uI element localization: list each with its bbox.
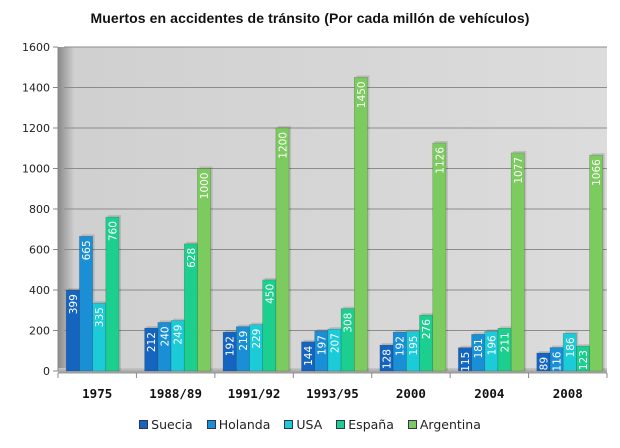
legend-label: USA xyxy=(296,417,323,432)
legend-swatch xyxy=(206,420,216,429)
bar-argentina xyxy=(589,154,604,372)
data-label: 116 xyxy=(552,351,564,371)
legend-item: USA xyxy=(284,417,322,432)
bar-holanda xyxy=(235,326,250,372)
x-tick-label: 1993/95 xyxy=(306,386,359,401)
legend-label: Suecia xyxy=(151,417,193,432)
bar-argentina xyxy=(353,77,368,372)
data-label: 192 xyxy=(225,336,237,356)
data-label: 229 xyxy=(251,329,263,349)
legend-item: Argentina xyxy=(407,417,481,432)
y-tick-label: 600 xyxy=(29,244,50,257)
data-label: 211 xyxy=(500,332,512,352)
data-label: 249 xyxy=(173,325,185,345)
chart-title: Muertos en accidentes de tránsito (Por c… xyxy=(90,10,530,26)
x-tick-label: 2000 xyxy=(396,386,426,401)
data-label: 219 xyxy=(238,331,250,351)
data-label: 207 xyxy=(330,333,342,353)
bar-españa xyxy=(105,216,120,372)
bar-argentina xyxy=(275,127,290,372)
legend-item: Suecia xyxy=(139,417,193,432)
y-tick-label: 1200 xyxy=(22,122,50,135)
y-tick-label: 200 xyxy=(29,325,50,338)
y-tick-label: 0 xyxy=(43,365,50,378)
data-label: 1066 xyxy=(591,159,603,186)
data-label: 628 xyxy=(186,248,198,268)
x-tick-label: 2008 xyxy=(553,386,583,401)
data-label: 123 xyxy=(578,350,590,370)
bar-holanda xyxy=(157,322,172,372)
y-tick-label: 400 xyxy=(29,284,50,297)
data-label: 186 xyxy=(565,337,577,357)
data-label: 308 xyxy=(343,313,355,333)
y-tick-label: 1000 xyxy=(22,163,50,176)
legend: Suecia Holanda USA España Argentina xyxy=(0,417,620,432)
data-label: 128 xyxy=(382,349,394,369)
legend-label: Holanda xyxy=(218,417,271,432)
data-label: 665 xyxy=(81,240,93,260)
data-label: 115 xyxy=(460,352,472,372)
legend-item: España xyxy=(336,417,394,432)
data-label: 1126 xyxy=(434,147,446,174)
x-tick-label: 1988/89 xyxy=(149,386,202,401)
legend-item: Holanda xyxy=(206,417,271,432)
y-tick-label: 1600 xyxy=(22,41,50,54)
legend-swatch xyxy=(284,420,294,429)
legend-label: Argentina xyxy=(419,417,481,432)
bar-holanda xyxy=(79,236,93,372)
data-label: 192 xyxy=(395,336,407,356)
data-label: 144 xyxy=(303,346,315,366)
data-label: 276 xyxy=(421,319,433,339)
y-tick-label: 1400 xyxy=(22,82,50,95)
data-label: 181 xyxy=(473,338,485,358)
data-label: 1450 xyxy=(356,81,368,108)
bar-argentina xyxy=(197,168,211,372)
data-label: 450 xyxy=(264,284,276,304)
data-label: 197 xyxy=(316,335,328,355)
data-label: 240 xyxy=(159,326,171,346)
bar-argentina xyxy=(510,152,525,372)
legend-swatch xyxy=(407,420,417,429)
data-label: 195 xyxy=(408,336,420,356)
x-tick-label: 2004 xyxy=(474,386,504,401)
legend-swatch xyxy=(139,420,149,429)
data-label: 89 xyxy=(538,357,550,370)
y-tick-label: 800 xyxy=(29,203,50,216)
data-label: 1000 xyxy=(199,173,211,200)
data-label: 760 xyxy=(107,221,119,241)
data-label: 399 xyxy=(68,294,80,314)
x-tick-label: 1975 xyxy=(82,386,112,401)
data-label: 212 xyxy=(146,332,158,352)
data-label: 1200 xyxy=(277,132,289,159)
legend-swatch xyxy=(336,420,346,429)
data-label: 196 xyxy=(486,335,498,355)
legend-label: España xyxy=(348,417,394,432)
x-tick-label: 1991/92 xyxy=(228,386,281,401)
data-label: 335 xyxy=(94,307,106,327)
data-label: 1077 xyxy=(513,157,525,184)
bar-argentina xyxy=(432,142,447,372)
